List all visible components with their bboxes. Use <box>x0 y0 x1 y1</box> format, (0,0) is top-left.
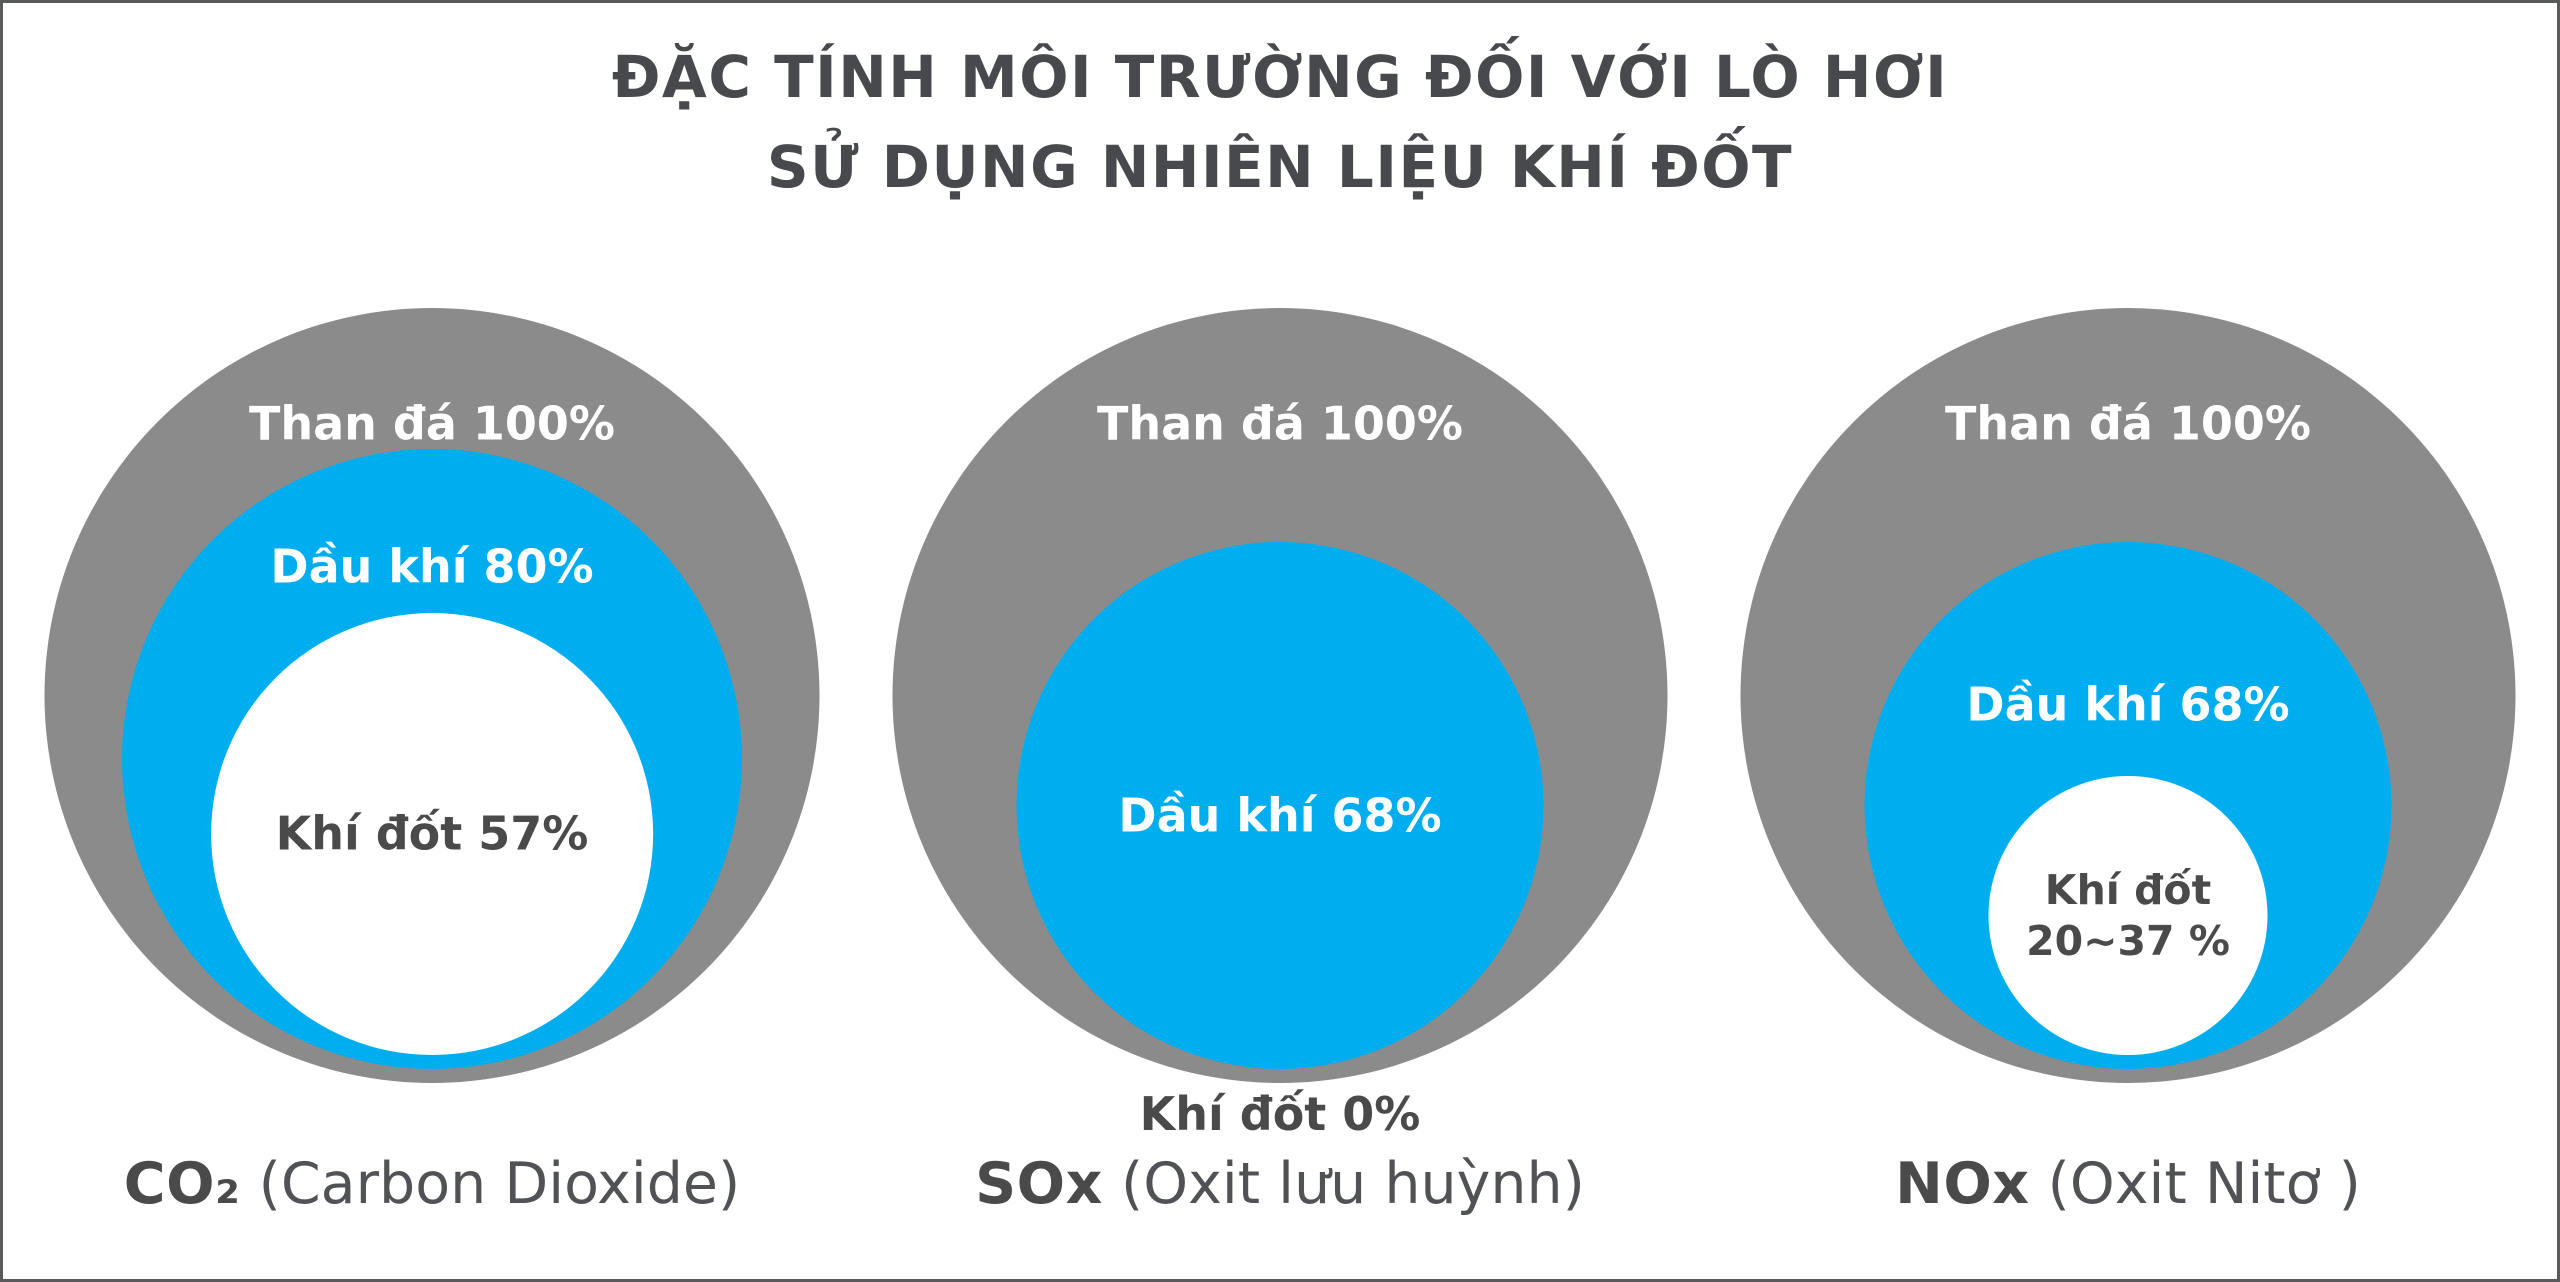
nested-circles-sox: Than đá 100% Dầu khí 68% <box>890 303 1670 1083</box>
group-label-nox-symbol: NOx <box>1895 1151 2030 1217</box>
chart-title-line2: SỬ DỤNG NHIÊN LIỆU KHÍ ĐỐT <box>766 132 1794 201</box>
group-label-nox: NOx (Oxit Nitơ ) <box>1738 1151 2518 1217</box>
circle-dau-khi-sox: Dầu khí 68% <box>1016 542 1544 1069</box>
group-label-nox-name: (Oxit Nitơ ) <box>2029 1151 2361 1217</box>
circle-label-dau-khi-co2: Dầu khí 80% <box>270 539 594 594</box>
circle-label-khi-dot-nox: Khí đốt 20~37 % <box>2026 865 2230 965</box>
chart-title: ĐẶC TÍNH MÔI TRƯỜNG ĐỐI VỚI LÒ HƠI SỬ DỤ… <box>3 33 2557 213</box>
gas-note-co2 <box>42 1087 822 1149</box>
circle-label-dau-khi-sox: Dầu khí 68% <box>1118 788 1442 843</box>
nested-circles-nox: Than đá 100% Dầu khí 68% Khí đốt 20~37 % <box>1738 303 2518 1083</box>
circle-label-than-da-co2: Than đá 100% <box>248 396 616 451</box>
circle-label-than-da-nox: Than đá 100% <box>1944 396 2312 451</box>
group-label-co2-symbol: CO₂ <box>123 1151 241 1217</box>
circle-label-dau-khi-nox: Dầu khí 68% <box>1966 677 2290 732</box>
diagram-nox: Than đá 100% Dầu khí 68% Khí đốt 20~37 % NO… <box>1738 303 2518 1217</box>
circle-khi-dot-nox: Khí đốt 20~37 % <box>1988 776 2268 1055</box>
group-label-sox-name: (Oxit lưu huỳnh) <box>1102 1151 1585 1217</box>
circle-khi-dot-co2: Khí đốt 57% <box>211 613 653 1055</box>
gas-note-nox <box>1738 1087 2518 1149</box>
gas-note-sox: Khí đốt 0% <box>1139 1087 1421 1141</box>
group-label-co2: CO₂ (Carbon Dioxide) <box>42 1151 822 1217</box>
group-label-co2-name: (Carbon Dioxide) <box>240 1151 741 1217</box>
circle-label-khi-dot-co2: Khí đốt 57% <box>275 806 589 861</box>
circle-label-than-da-sox: Than đá 100% <box>1096 396 1464 451</box>
chart-title-line1: ĐẶC TÍNH MÔI TRƯỜNG ĐỐI VỚI LÒ HƠI <box>611 43 1949 111</box>
diagram-sox: Than đá 100% Dầu khí 68% Khí đốt 0% SOx (… <box>890 303 1670 1217</box>
diagram-co2: Than đá 100% Dầu khí 80% Khí đốt 57% CO₂ (… <box>42 303 822 1217</box>
group-label-sox-symbol: SOx <box>975 1151 1103 1217</box>
nested-circles-co2: Than đá 100% Dầu khí 80% Khí đốt 57% <box>42 303 822 1083</box>
group-label-sox: SOx (Oxit lưu huỳnh) <box>890 1151 1670 1217</box>
diagram-row: Than đá 100% Dầu khí 80% Khí đốt 57% CO₂ (… <box>3 303 2557 1217</box>
